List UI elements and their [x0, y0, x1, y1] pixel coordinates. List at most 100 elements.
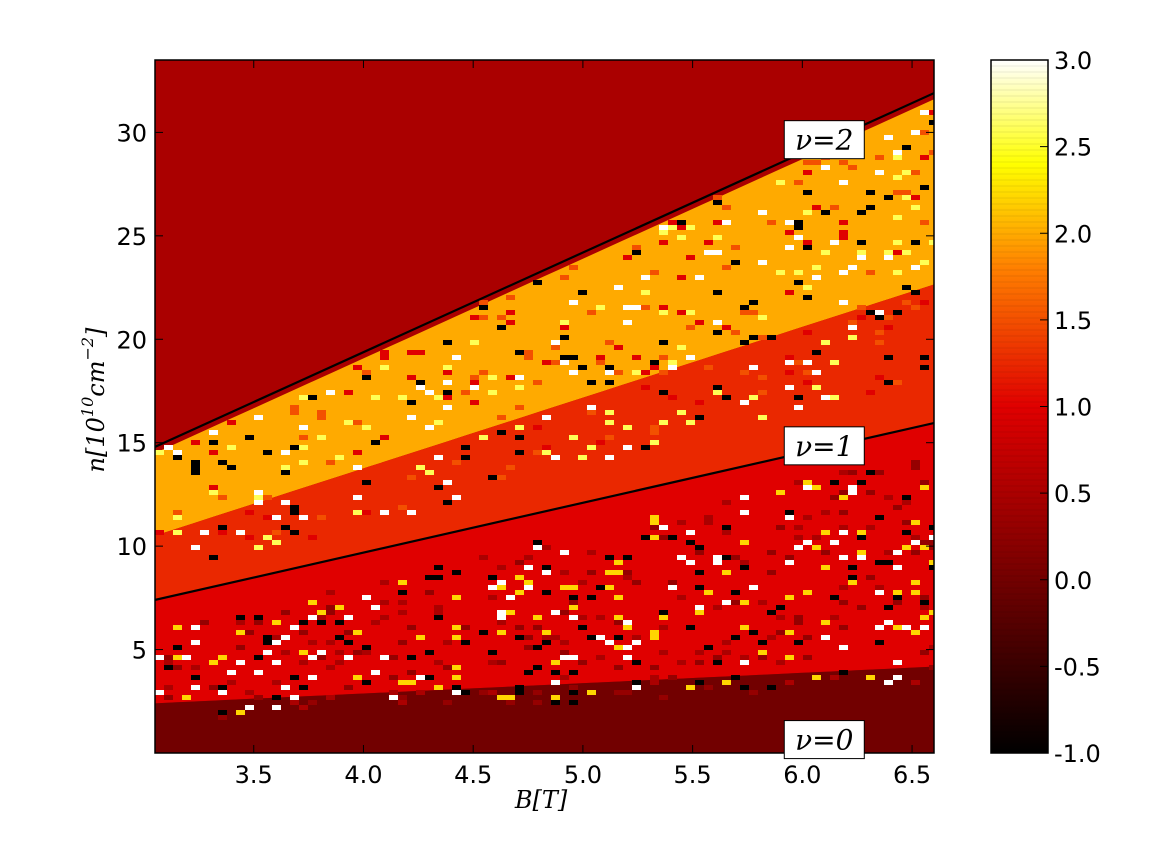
- heatmap-cell: [920, 485, 929, 490]
- heatmap-cell: [929, 665, 934, 670]
- heatmap-cell: [794, 360, 803, 365]
- heatmap-cell: [263, 535, 272, 540]
- heatmap-cell: [659, 310, 668, 315]
- heatmap-cell: [821, 210, 830, 215]
- heatmap-cell: [344, 640, 353, 645]
- heatmap-cell: [443, 380, 452, 385]
- heatmap-cell: [191, 440, 200, 445]
- heatmap-cell: [542, 445, 551, 450]
- heatmap-cell: [668, 535, 677, 540]
- heatmap-cell: [650, 515, 659, 520]
- heatmap-cell: [290, 445, 299, 450]
- heatmap-cell: [560, 355, 569, 360]
- heatmap-cell: [722, 530, 731, 535]
- heatmap-cell: [803, 170, 812, 175]
- heatmap-cell: [848, 575, 857, 580]
- heatmap-cell: [272, 640, 281, 645]
- heatmap-cell: [380, 435, 389, 440]
- heatmap-cell: [812, 535, 821, 540]
- heatmap-speckles: [155, 110, 934, 720]
- heatmap-cell: [470, 400, 479, 405]
- heatmap-cell: [794, 640, 803, 645]
- heatmap-cell: [722, 220, 731, 225]
- heatmap-cell: [290, 675, 299, 680]
- heatmap-cell: [929, 610, 934, 615]
- y-axis-label-unit-exp: −2: [78, 337, 97, 361]
- heatmap-cell: [812, 265, 821, 270]
- y-tick-label: 10: [116, 533, 147, 561]
- heatmap-cell: [236, 620, 245, 625]
- heatmap-cell: [587, 690, 596, 695]
- heatmap-cell: [245, 535, 254, 540]
- heatmap-cell: [893, 565, 902, 570]
- heatmap-cell: [344, 420, 353, 425]
- heatmap-cell: [353, 650, 362, 655]
- heatmap-cell: [875, 310, 884, 315]
- heatmap-cell: [290, 530, 299, 535]
- heatmap-cell: [470, 385, 479, 390]
- heatmap-cell: [452, 355, 461, 360]
- heatmap-cell: [830, 595, 839, 600]
- heatmap-cell: [776, 630, 785, 635]
- heatmap-cell: [542, 640, 551, 645]
- x-tick-label: 6.0: [783, 761, 821, 789]
- heatmap-cell: [497, 630, 506, 635]
- heatmap-cell: [209, 660, 218, 665]
- heatmap-cell: [272, 620, 281, 625]
- heatmap-cell: [857, 605, 866, 610]
- heatmap-cell: [767, 635, 776, 640]
- heatmap-cell: [839, 300, 848, 305]
- heatmap-cell: [398, 395, 407, 400]
- heatmap-cell: [362, 680, 371, 685]
- heatmap-cell: [884, 495, 893, 500]
- heatmap-cell: [785, 555, 794, 560]
- heatmap-cell: [263, 495, 272, 500]
- heatmap-cell: [299, 460, 308, 465]
- colorbar-tick-label: 1.0: [1054, 394, 1092, 422]
- heatmap-cell: [911, 465, 920, 470]
- heatmap-cell: [551, 360, 560, 365]
- heatmap-cell: [452, 675, 461, 680]
- heatmap-cell: [191, 675, 200, 680]
- heatmap-cell: [758, 600, 767, 605]
- heatmap-cell: [254, 620, 263, 625]
- heatmap-cell: [533, 450, 542, 455]
- heatmap-cell: [884, 195, 893, 200]
- heatmap-cell: [839, 510, 848, 515]
- heatmap-cell: [236, 630, 245, 635]
- heatmap-cell: [848, 490, 857, 495]
- heatmap-cell: [434, 605, 443, 610]
- heatmap-cell: [551, 660, 560, 665]
- heatmap-cell: [506, 320, 515, 325]
- heatmap-cell: [317, 610, 326, 615]
- heatmap-cell: [299, 705, 308, 710]
- heatmap-cell: [857, 535, 866, 540]
- heatmap-cell: [227, 420, 236, 425]
- heatmap-cell: [902, 520, 911, 525]
- heatmap-cell: [335, 620, 344, 625]
- heatmap-cell: [443, 340, 452, 345]
- y-tick-label: 15: [116, 430, 147, 458]
- heatmap-cell: [623, 625, 632, 630]
- heatmap-cell: [677, 660, 686, 665]
- heatmap-cell: [506, 610, 515, 615]
- heatmap-cell: [839, 180, 848, 185]
- heatmap-cell: [560, 585, 569, 590]
- heatmap-cell: [245, 435, 254, 440]
- heatmap-cell: [911, 130, 920, 135]
- heatmap-cell: [434, 685, 443, 690]
- heatmap-cell: [380, 600, 389, 605]
- heatmap-cell: [380, 365, 389, 370]
- heatmap-cell: [569, 605, 578, 610]
- heatmap-cell: [704, 250, 713, 255]
- heatmap-cell: [920, 130, 929, 135]
- heatmap-cell: [686, 685, 695, 690]
- heatmap-cell: [632, 580, 641, 585]
- heatmap-cell: [875, 330, 884, 335]
- heatmap-cell: [677, 520, 686, 525]
- heatmap-cell: [308, 615, 317, 620]
- heatmap-cell: [857, 210, 866, 215]
- heatmap-cell: [785, 595, 794, 600]
- heatmap-cell: [866, 525, 875, 530]
- heatmap-cell: [794, 535, 803, 540]
